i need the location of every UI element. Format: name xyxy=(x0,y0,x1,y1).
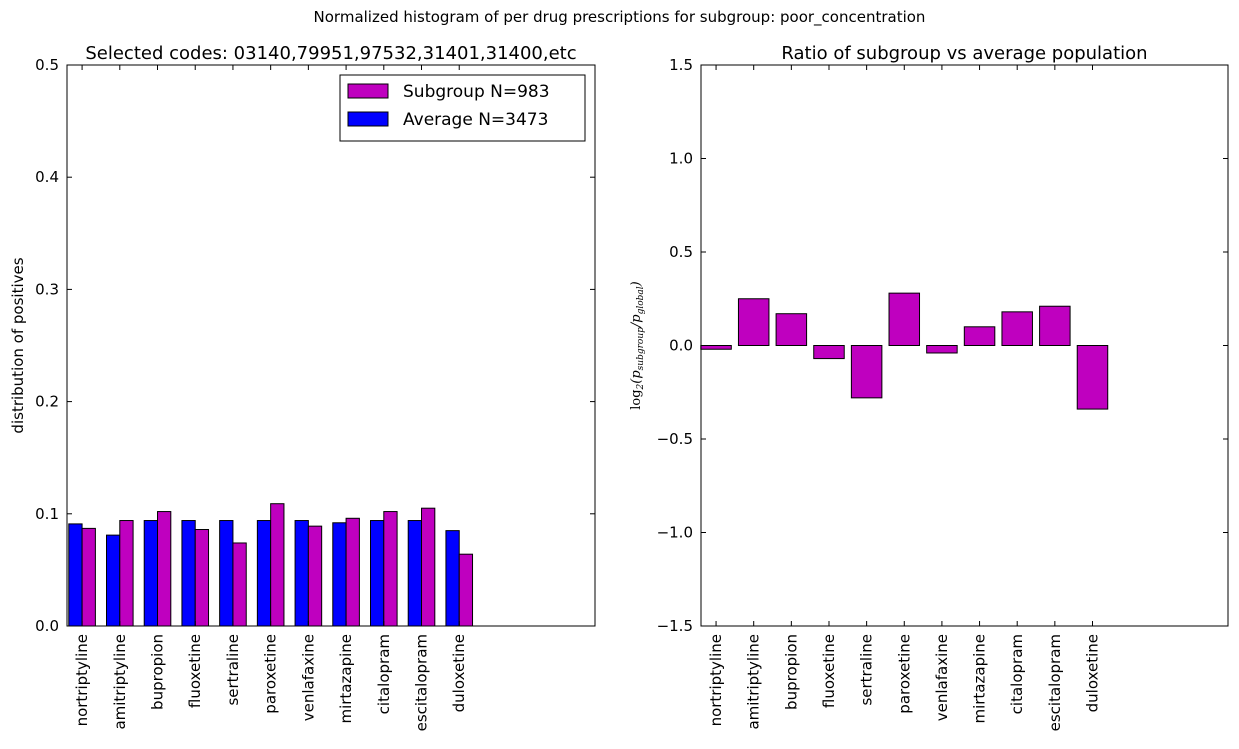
xtick-label-citalopram: citalopram xyxy=(375,634,393,714)
xtick-label-citalopram: citalopram xyxy=(1008,634,1026,714)
ratio-bar-paroxetine xyxy=(888,292,921,347)
average-bar-mirtazapine xyxy=(332,522,347,627)
subgroup-bar-escitalopram xyxy=(421,507,436,627)
average-bar-venlafaxine xyxy=(294,520,309,627)
ratio-panel: −1.5 −1.0 −0.5 0.0 0.5 1.0 1.5 nortriptyline ami… xyxy=(657,43,1229,731)
ytick-label: −1.5 xyxy=(657,617,693,635)
legend-label: Average N=3473 xyxy=(403,110,548,130)
subgroup-bar-sertraline xyxy=(232,542,247,627)
subgroup-bar-citalopram xyxy=(383,511,398,627)
xtick-label-duloxetine: duloxetine xyxy=(1083,634,1101,712)
average-bar-duloxetine xyxy=(445,530,460,627)
xtick-label-fluoxetine: fluoxetine xyxy=(186,634,204,708)
figure-suptitle: Normalized histogram of per drug prescri… xyxy=(313,8,926,26)
average-bar-nortriptyline xyxy=(68,523,83,627)
xtick-label-duloxetine: duloxetine xyxy=(450,634,468,712)
ratio-bar-bupropion xyxy=(775,313,808,346)
average-bar-citalopram xyxy=(370,520,385,627)
xtick-label-bupropion: bupropion xyxy=(149,634,167,710)
ratio-bar-amitriptyline xyxy=(737,298,770,346)
xtick-label-bupropion: bupropion xyxy=(782,634,800,710)
xtick-label-amitriptyline: amitriptyline xyxy=(745,634,763,730)
ytick-label: 0.5 xyxy=(35,56,59,74)
average-bar-fluoxetine xyxy=(181,520,196,627)
ytick-label: 0.5 xyxy=(669,243,693,261)
axes-title: Ratio of subgroup vs average population xyxy=(781,43,1147,64)
ytick-label: 0.1 xyxy=(35,505,59,523)
subgroup-bar-bupropion xyxy=(157,511,172,627)
subgroup-bar-paroxetine xyxy=(270,503,285,627)
ratio-bar-citalopram xyxy=(1001,311,1033,346)
legend-swatch xyxy=(347,111,389,127)
legend-swatch xyxy=(347,83,389,99)
subgroup-bar-amitriptyline xyxy=(119,520,134,627)
ylabel-den-sub: global xyxy=(636,286,646,314)
xtick-label-paroxetine: paroxetine xyxy=(262,634,280,714)
ratio-bar-fluoxetine xyxy=(813,345,845,360)
ytick-label: −0.5 xyxy=(657,430,693,448)
ytick-label: 1.0 xyxy=(669,150,693,168)
xtick-label-escitalopram: escitalopram xyxy=(1046,634,1064,731)
ratio-bar-nortriptyline xyxy=(700,345,732,350)
subgroup-bar-nortriptyline xyxy=(81,527,96,627)
xtick-label-escitalopram: escitalopram xyxy=(413,634,431,731)
ratio-bar-sertraline xyxy=(850,345,883,399)
legend: Subgroup N=983 Average N=3473 xyxy=(339,74,586,142)
xtick-label-venlafaxine: venlafaxine xyxy=(299,634,317,721)
ytick-label: 0.0 xyxy=(35,617,59,635)
ylabel-base: 2 xyxy=(636,383,646,390)
subgroup-bar-duloxetine xyxy=(458,553,474,627)
ytick-label: 0.3 xyxy=(35,280,59,298)
average-bar-sertraline xyxy=(219,520,234,627)
xtick-label-sertraline: sertraline xyxy=(224,634,242,706)
xtick-label-venlafaxine: venlafaxine xyxy=(933,634,951,721)
subgroup-bar-mirtazapine xyxy=(345,517,360,627)
xtick-label-nortriptyline: nortriptyline xyxy=(707,634,725,726)
ytick-label: 0.2 xyxy=(35,393,59,411)
xtick-label-amitriptyline: amitriptyline xyxy=(111,634,129,730)
ratio-bar-duloxetine xyxy=(1076,345,1109,410)
ylabel-den: /p xyxy=(629,314,644,329)
ylabel-num-sub: subgroup xyxy=(636,327,646,370)
axes-frame xyxy=(66,64,596,627)
average-bar-bupropion xyxy=(143,520,159,627)
ylabel-close: ) xyxy=(629,281,644,287)
histogram-panel: 0.0 0.1 0.2 0.3 0.4 0.5 nortriptyline amitripty… xyxy=(35,43,596,731)
average-bar-escitalopram xyxy=(407,520,423,627)
y-axis-label-log-ratio: log2(psubgroup/pglobal) xyxy=(629,281,646,410)
legend-label: Subgroup N=983 xyxy=(403,82,550,102)
ytick-label: −1.0 xyxy=(657,524,693,542)
xtick-label-paroxetine: paroxetine xyxy=(895,634,913,714)
xtick-label-sertraline: sertraline xyxy=(858,634,876,706)
ytick-label: 0.4 xyxy=(35,168,59,186)
xtick-label-fluoxetine: fluoxetine xyxy=(820,634,838,708)
y-axis-label: distribution of positives xyxy=(9,257,27,433)
ratio-bar-mirtazapine xyxy=(963,326,996,346)
ylabel-log: log xyxy=(629,389,644,409)
ratio-bar-venlafaxine xyxy=(926,345,958,354)
xtick-label-mirtazapine: mirtazapine xyxy=(971,634,989,724)
ytick-label: 0.0 xyxy=(669,337,693,355)
xtick-label-mirtazapine: mirtazapine xyxy=(337,634,355,724)
average-bar-paroxetine xyxy=(256,520,272,627)
ytick-label: 1.5 xyxy=(669,56,693,74)
ratio-bar-escitalopram xyxy=(1039,305,1071,347)
xtick-label-nortriptyline: nortriptyline xyxy=(73,634,91,726)
axes-title: Selected codes: 03140,79951,97532,31401,… xyxy=(85,43,576,64)
subgroup-bar-fluoxetine xyxy=(194,529,210,627)
subgroup-bar-venlafaxine xyxy=(307,525,323,627)
average-bar-amitriptyline xyxy=(106,534,121,627)
ylabel-num: (p xyxy=(629,370,644,384)
